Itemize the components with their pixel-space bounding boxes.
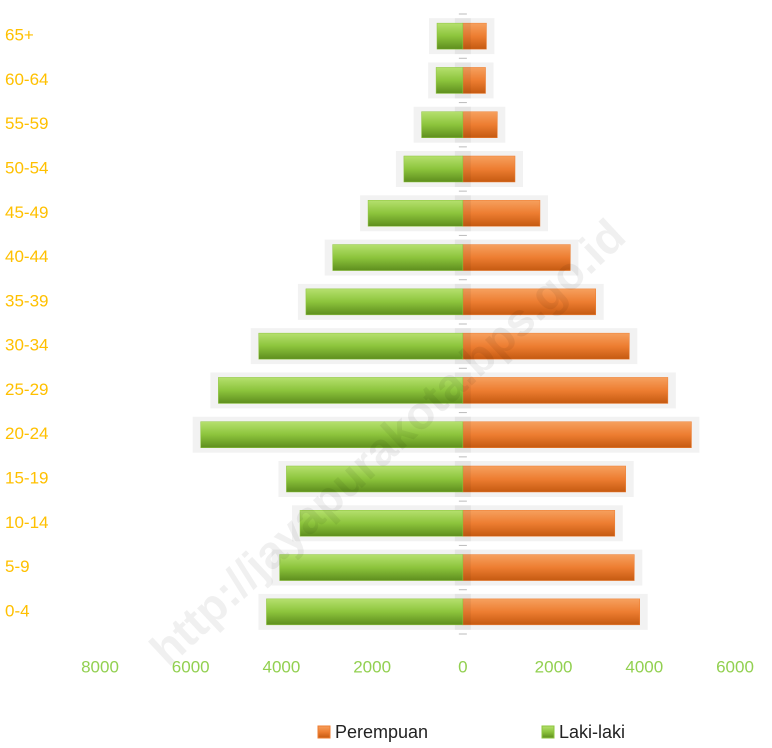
category-label: 30-34 [5,336,48,355]
category-label: 65+ [5,26,34,45]
legend-label: Perempuan [335,722,428,742]
x-tick-label: 8000 [81,657,119,676]
category-label: 55-59 [5,114,48,133]
bar [462,421,692,448]
x-tick-label: 4000 [625,657,663,676]
category-label: 50-54 [5,158,48,177]
legend-swatch [317,725,331,739]
bar [305,288,464,316]
bar [403,155,464,183]
category-label: 5-9 [5,557,30,576]
category-label: 25-29 [5,380,48,399]
bar [462,244,571,271]
x-tick-label: 2000 [535,657,573,676]
category-label: 15-19 [5,468,48,487]
bar [462,200,541,227]
bar [332,244,464,271]
bar [421,111,464,138]
bar [258,332,464,360]
category-label: 10-14 [5,513,48,532]
category-label: 35-39 [5,291,48,310]
x-tick-label: 0 [458,657,467,676]
x-tick-label: 2000 [353,657,391,676]
bar [218,377,464,404]
bar [299,510,464,537]
x-tick-label: 6000 [716,657,754,676]
bar [436,22,464,50]
category-label: 40-44 [5,247,48,266]
bar [462,288,597,316]
x-tick-label: 4000 [263,657,301,676]
category-label: 0-4 [5,601,30,620]
bar [279,554,464,581]
bar [462,510,616,537]
bar [435,67,464,94]
bar [266,598,464,626]
bar [286,465,464,493]
legend-label: Laki-laki [559,722,625,742]
category-label: 20-24 [5,424,48,443]
category-label: 60-64 [5,70,48,89]
x-tick-label: 6000 [172,657,210,676]
bar [462,111,498,138]
legend-swatch [541,725,555,739]
category-label: 45-49 [5,203,48,222]
bar [462,554,635,581]
bar [462,377,669,404]
bar [367,200,464,227]
bar [462,598,640,626]
bar [200,421,464,448]
bar [462,465,626,493]
bar [462,155,516,183]
